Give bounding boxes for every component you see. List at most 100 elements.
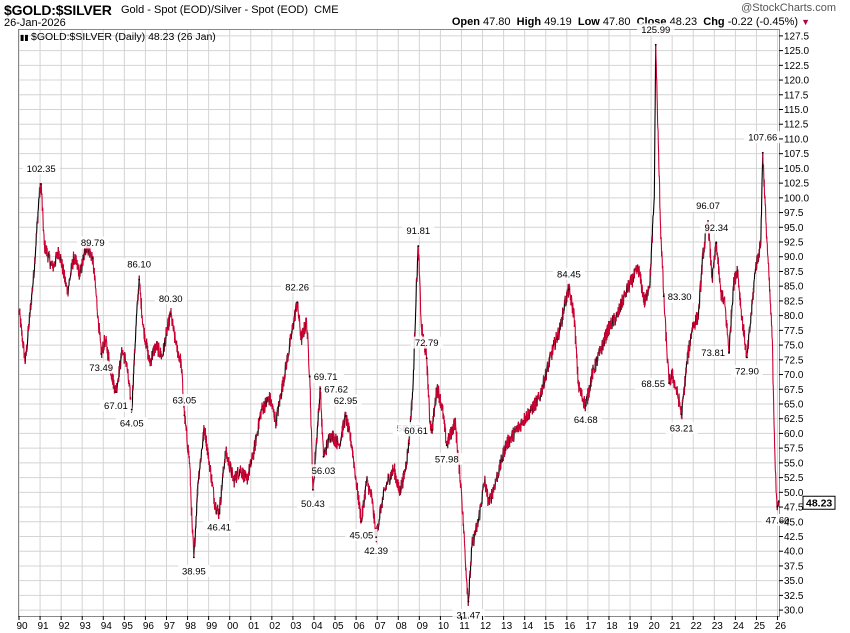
x-tick-label: 93 <box>80 621 92 632</box>
open-label: Open <box>451 16 480 28</box>
y-tick-label: 45.0 <box>784 517 804 528</box>
extreme-point-marker <box>584 404 587 407</box>
high-value: 49.19 <box>544 16 572 28</box>
y-tick-label: 77.5 <box>784 326 804 337</box>
annotation-label: 50.43 <box>301 499 325 510</box>
extreme-point-marker <box>654 43 657 46</box>
y-tick-label: 72.5 <box>784 355 804 366</box>
annotation-label: 57.98 <box>435 454 459 465</box>
y-tick-label: 87.5 <box>784 267 804 278</box>
annotation-background <box>311 370 344 383</box>
annotation-label: 62.95 <box>334 396 358 407</box>
annotation-background <box>360 544 393 557</box>
annotation-label: 107.66 <box>748 133 777 144</box>
extreme-point-marker <box>100 353 103 355</box>
x-axis: 90 91 92 93 94 95 96 97 98 99 00 01 02 03 04 05 06 07 08 09… <box>16 616 787 632</box>
plot-frame <box>18 29 780 617</box>
x-tick-label: 97 <box>164 621 176 632</box>
exchange-label: CME <box>314 4 339 16</box>
x-tick-label: 99 <box>206 621 218 632</box>
annotation-label: 64.68 <box>574 415 598 426</box>
extreme-point-marker <box>467 600 470 603</box>
low-label: Low <box>577 16 600 28</box>
annotation-label: 67.01 <box>104 401 128 412</box>
y-tick-label: 102.5 <box>784 179 809 190</box>
y-tick-label: 125.0 <box>784 46 809 57</box>
y-tick-label: 75.0 <box>784 341 804 352</box>
annotation-label: 38.95 <box>182 566 206 577</box>
annotation-background <box>76 236 109 249</box>
x-tick-label: 12 <box>480 621 492 632</box>
annotation-label: 56.03 <box>312 466 336 477</box>
extreme-point-marker <box>360 520 363 523</box>
annotation-label: 68.55 <box>641 379 665 390</box>
y-tick-label: 37.5 <box>784 561 804 572</box>
annotation-label: 72.90 <box>735 366 759 377</box>
extreme-point-marker <box>680 413 683 416</box>
x-tick-label: 26 <box>775 621 787 632</box>
annotation-labels: 102.35 89.79 86.10 80.30 73.49 67.01 64.05 63.0… <box>22 23 794 621</box>
x-tick-label: 15 <box>543 621 555 632</box>
x-tick-label: 02 <box>269 621 281 632</box>
extreme-point-marker <box>417 245 420 247</box>
annotation-label: 69.71 <box>314 372 338 383</box>
x-tick-label: 05 <box>332 621 344 632</box>
y-tick-label: 117.5 <box>784 90 809 101</box>
annotation-background <box>168 393 201 406</box>
extreme-point-marker <box>40 183 43 185</box>
symbol-title: $GOLD:$SILVER <box>4 2 112 18</box>
price-series <box>18 44 780 606</box>
y-tick-label: 82.5 <box>784 296 804 307</box>
x-tick-label: 09 <box>417 621 429 632</box>
stockcharts-watermark: @StockCharts.com <box>741 2 836 14</box>
chg-label: Chg <box>703 16 725 28</box>
annotation-background <box>569 413 602 426</box>
x-tick-label: 22 <box>691 621 703 632</box>
extreme-point-marker <box>431 428 433 431</box>
y-tick-label: 42.5 <box>784 532 804 543</box>
legend-text: $GOLD:$SILVER (Daily) 48.23 (26 Jan) <box>31 31 216 43</box>
y-tick-label: 120.0 <box>784 76 809 87</box>
extreme-point-marker <box>746 356 748 359</box>
x-tick-label: 03 <box>290 621 302 632</box>
annotation-label: 82.26 <box>285 282 309 293</box>
annotation-background <box>329 394 362 407</box>
annotation-label: 72.79 <box>415 338 439 349</box>
extreme-point-marker <box>407 442 410 445</box>
y-tick-label: 110.0 <box>784 134 809 145</box>
annotation-label: 64.05 <box>120 419 144 430</box>
annotation-label: 42.39 <box>364 546 388 557</box>
annotation-label: 80.30 <box>159 294 183 305</box>
extreme-point-marker <box>169 312 172 315</box>
annotation-label: 67.62 <box>324 385 348 396</box>
annotation-label: 84.45 <box>557 269 581 280</box>
annotation-background <box>115 417 148 430</box>
annotation-background <box>635 377 668 390</box>
annotation-label: 63.21 <box>670 424 694 435</box>
extreme-point-marker <box>375 536 378 539</box>
extreme-point-marker <box>445 444 448 447</box>
down-arrow-icon: ▼ <box>801 17 810 27</box>
series-down-segments <box>18 44 779 606</box>
extreme-point-marker <box>319 387 322 390</box>
chart-date: 26-Jan-2026 <box>4 17 66 29</box>
annotation-background <box>665 290 698 303</box>
y-tick-label: 62.5 <box>784 414 804 425</box>
y-tick-label: 97.5 <box>784 208 804 219</box>
y-tick-label: 85.0 <box>784 282 804 293</box>
annotation-label: 46.41 <box>207 522 231 533</box>
annotation-background <box>695 346 728 359</box>
open-value: 47.80 <box>483 16 511 28</box>
y-tick-label: 70.0 <box>784 370 804 381</box>
y-tick-label: 115.0 <box>784 105 809 116</box>
x-tick-label: 19 <box>627 621 639 632</box>
close-value: 48.23 <box>669 16 698 28</box>
extreme-point-marker <box>91 257 94 259</box>
y-tick-label: 100.0 <box>784 193 809 204</box>
x-tick-label: 01 <box>248 621 260 632</box>
annotation-background <box>177 564 210 577</box>
x-tick-label: 23 <box>712 621 724 632</box>
x-tick-label: 11 <box>459 621 470 632</box>
annotation-background <box>322 383 355 396</box>
